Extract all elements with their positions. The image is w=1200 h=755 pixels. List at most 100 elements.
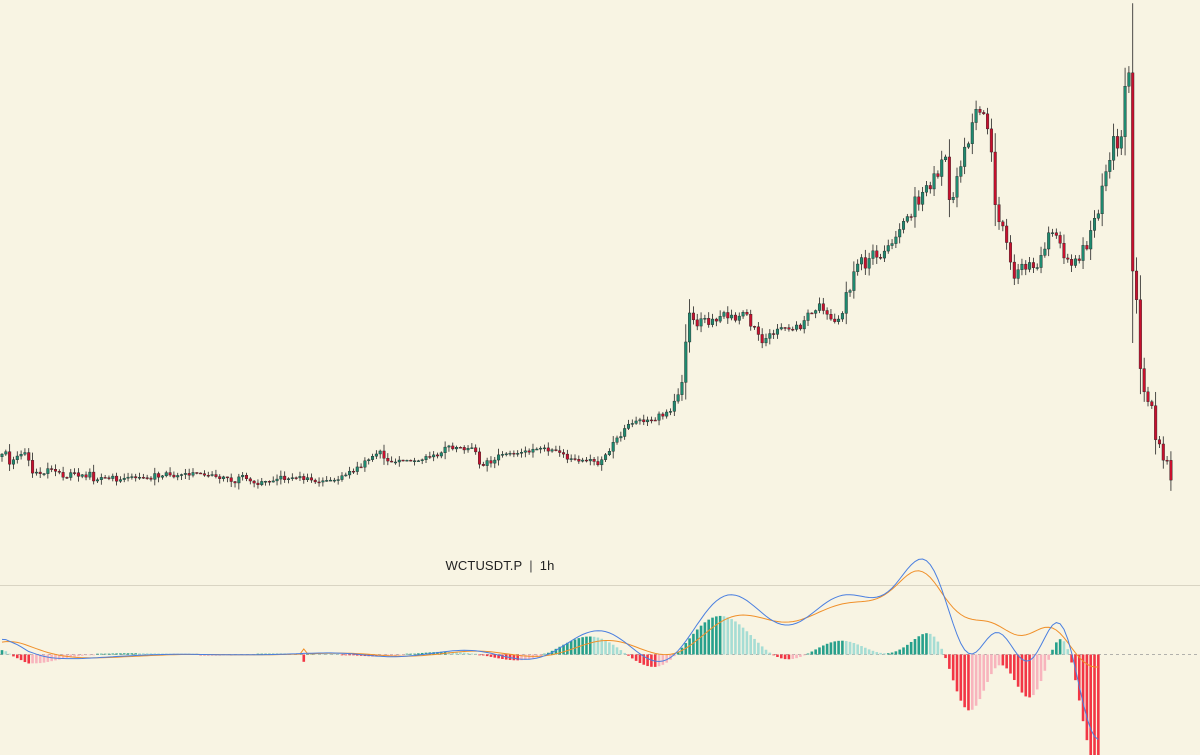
candle-down	[218, 476, 222, 479]
candle-down	[92, 471, 96, 482]
macd-histogram-bar	[833, 641, 837, 655]
candle-up	[535, 448, 539, 451]
macd-histogram-bar	[787, 654, 791, 660]
candle-up	[638, 419, 642, 422]
macd-histogram-bar	[516, 654, 519, 661]
candle-down	[642, 419, 646, 423]
candle-down	[745, 311, 749, 315]
macd-histogram-bar	[619, 650, 623, 655]
candle-down	[199, 472, 203, 475]
macd-histogram-bar	[485, 654, 489, 657]
candle-down	[810, 312, 814, 315]
macd-histogram-bar	[264, 653, 267, 655]
macd-histogram-bar	[959, 654, 963, 701]
candle-up	[856, 263, 860, 272]
candle-down	[554, 449, 558, 451]
candle-up	[634, 420, 638, 424]
macd-histogram-bar	[1032, 654, 1035, 696]
candle-down	[829, 314, 833, 320]
macd-histogram-bar	[745, 631, 749, 655]
candle-up	[619, 436, 623, 439]
macd-histogram-bar	[88, 654, 92, 656]
macd-histogram-bar	[1024, 654, 1028, 697]
candle-down	[982, 112, 986, 115]
macd-histogram-bar	[344, 654, 348, 656]
macd-histogram-bar	[970, 654, 974, 710]
candle-down	[1070, 259, 1074, 266]
candle-up	[523, 450, 527, 453]
macd-histogram-bar	[1089, 654, 1092, 755]
candle-up	[298, 476, 302, 479]
candle-up	[99, 477, 103, 480]
macd-histogram-bar	[462, 652, 466, 655]
candle-down	[458, 447, 462, 449]
macd-histogram-bar	[4, 651, 8, 655]
macd-histogram-bar	[986, 654, 989, 682]
macd-histogram-bar	[894, 651, 898, 655]
macd-pane	[0, 558, 1200, 755]
candle-down	[229, 477, 233, 482]
candle-up	[416, 460, 420, 462]
macd-histogram-bar	[348, 654, 351, 656]
macd-histogram-bar	[585, 636, 588, 655]
candle-down	[195, 472, 199, 474]
candle-down	[798, 324, 802, 330]
macd-histogram-bar	[325, 653, 328, 655]
macd-histogram-bar	[680, 647, 684, 655]
macd-histogram-bar	[138, 653, 141, 655]
candle-down	[577, 459, 581, 462]
candle-down	[359, 466, 363, 469]
macd-histogram-bar	[608, 642, 611, 655]
macd-histogram-bar	[741, 627, 745, 655]
candle-up	[1020, 263, 1024, 270]
candle-down	[1150, 401, 1154, 406]
macd-histogram-bar	[867, 649, 871, 655]
macd-histogram-bar	[394, 654, 397, 656]
candle-up	[615, 437, 619, 443]
candle-down	[1058, 235, 1062, 244]
candle-up	[680, 382, 684, 395]
candle-up	[688, 312, 692, 343]
macd-histogram-bar	[0, 650, 4, 655]
candle-up	[626, 423, 630, 429]
candle-down	[726, 312, 730, 319]
macd-histogram-bar	[390, 654, 393, 656]
candle-up	[890, 243, 894, 246]
macd-histogram-bar	[375, 654, 378, 657]
macd-histogram-bar	[340, 654, 344, 656]
macd-histogram-bar	[520, 654, 523, 661]
macd-histogram-bar	[730, 619, 733, 655]
macd-histogram-bar	[864, 647, 867, 655]
macd-histogram-bar	[405, 653, 409, 655]
macd-histogram-bar	[749, 635, 753, 655]
macd-histogram-bar	[997, 654, 1001, 666]
macd-histogram-bar	[913, 639, 917, 655]
candle-down	[691, 312, 695, 321]
macd-histogram-bar	[58, 654, 61, 660]
macd-histogram-bar	[990, 654, 993, 675]
candle-up	[886, 245, 890, 252]
macd-histogram-bar	[783, 654, 787, 660]
macd-histogram-bar	[795, 654, 798, 659]
candle-down	[695, 319, 699, 327]
candle-down	[1169, 460, 1173, 481]
macd-histogram-bar	[122, 653, 126, 655]
candle-down	[1142, 368, 1146, 393]
macd-histogram-bar	[646, 654, 649, 667]
macd-histogram-bar	[455, 652, 458, 655]
candle-up	[69, 472, 73, 478]
candle-up	[340, 475, 344, 480]
macd-histogram-bar	[355, 654, 359, 656]
candle-down	[661, 413, 665, 417]
candle-down	[409, 459, 413, 462]
candle-up	[160, 475, 164, 478]
macd-histogram-bar	[856, 644, 859, 655]
macd-histogram-bar	[19, 654, 23, 661]
candle-down	[917, 196, 921, 205]
candle-down	[462, 447, 466, 451]
macd-histogram-bar	[1020, 654, 1024, 693]
candle-up	[600, 459, 604, 466]
candle-up	[905, 216, 909, 222]
candle-up	[191, 472, 195, 476]
